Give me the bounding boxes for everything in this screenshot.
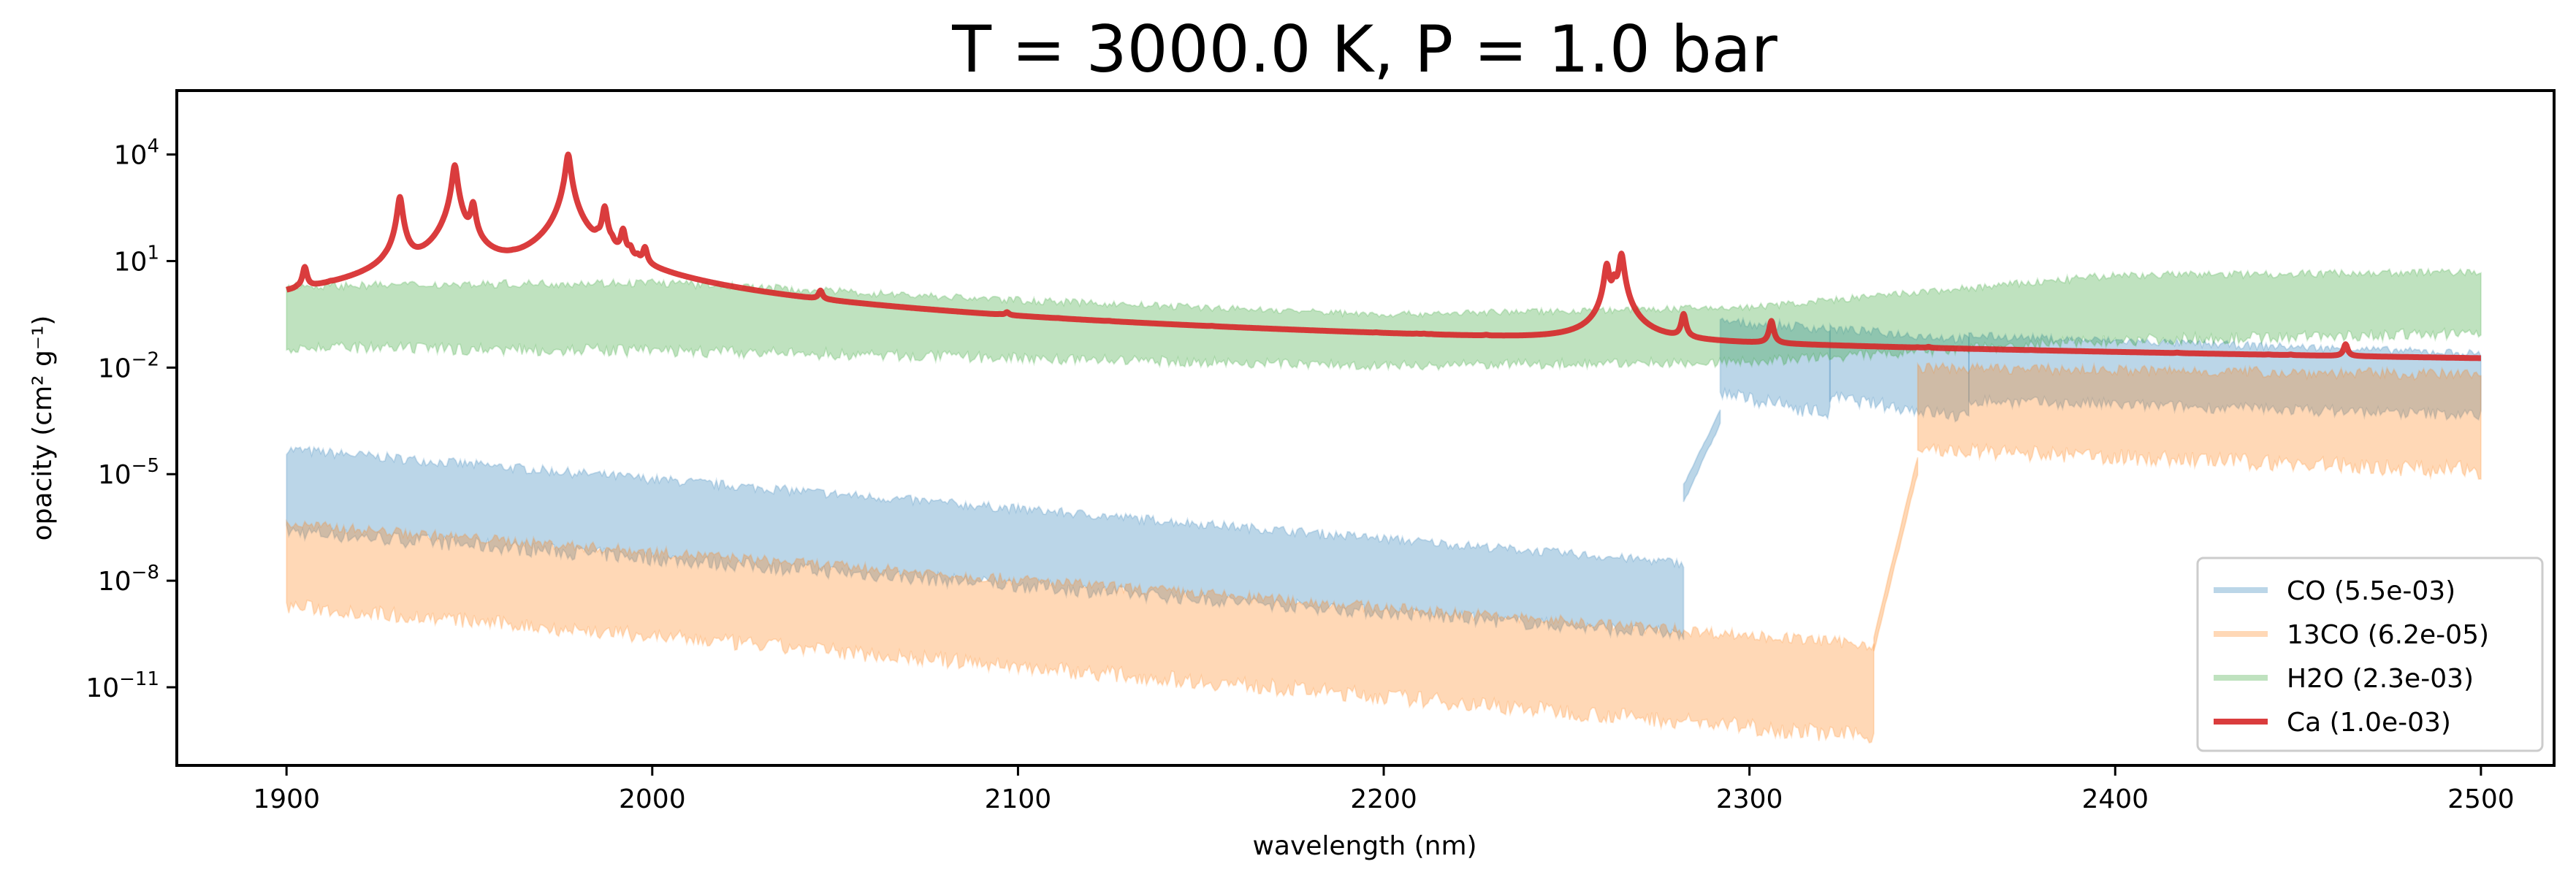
legend-label: H2O (2.3e-03) [2287, 664, 2474, 694]
y-tick-label: 101 [114, 242, 159, 277]
y-tick-label: 10−8 [98, 562, 159, 597]
x-tick-label: 2400 [2081, 784, 2149, 814]
x-tick-label: 2500 [2447, 784, 2515, 814]
x-tick-label: 1900 [253, 784, 320, 814]
line-layer [284, 151, 2483, 362]
y-tick-label: 10−5 [98, 455, 159, 490]
x-tick-label: 2300 [1716, 784, 1783, 814]
x-axis-label: wavelength (nm) [1252, 831, 1476, 861]
chart-title: T = 3000.0 K, P = 1.0 bar [951, 12, 1777, 87]
series-band-1-0 [286, 519, 1875, 744]
band-layer [286, 267, 2482, 744]
legend: CO (5.5e-03) 13CO (6.2e-05) H2O (2.3e-03) C… [2196, 557, 2544, 752]
legend-label: 13CO (6.2e-05) [2287, 620, 2489, 650]
x-axis: 1900 2000 2100 2200 2300 2400 2500 [253, 765, 2515, 814]
legend-label: Ca (1.0e-03) [2287, 708, 2451, 738]
x-tick-label: 2100 [985, 784, 1052, 814]
legend-box [2196, 557, 2544, 752]
legend-label: CO (5.5e-03) [2287, 576, 2455, 606]
y-tick-label: 10−2 [98, 348, 159, 383]
x-tick-label: 2000 [619, 784, 686, 814]
y-axis-label: opacity (cm² g⁻¹) [28, 316, 58, 541]
y-axis: 104 101 10−2 10−5 10−8 10−11 [85, 136, 177, 703]
series-band-0-1 [1683, 409, 1721, 502]
series-band-1-1 [1872, 457, 1918, 651]
y-tick-label: 10−11 [85, 668, 159, 703]
plot-area-frame [175, 89, 2556, 767]
series-band-0-0 [286, 445, 1685, 642]
x-tick-label: 2200 [1350, 784, 1417, 814]
y-tick-label: 104 [114, 136, 159, 171]
series-line-3 [284, 151, 2483, 362]
series-band-1-2 [1916, 362, 2482, 481]
